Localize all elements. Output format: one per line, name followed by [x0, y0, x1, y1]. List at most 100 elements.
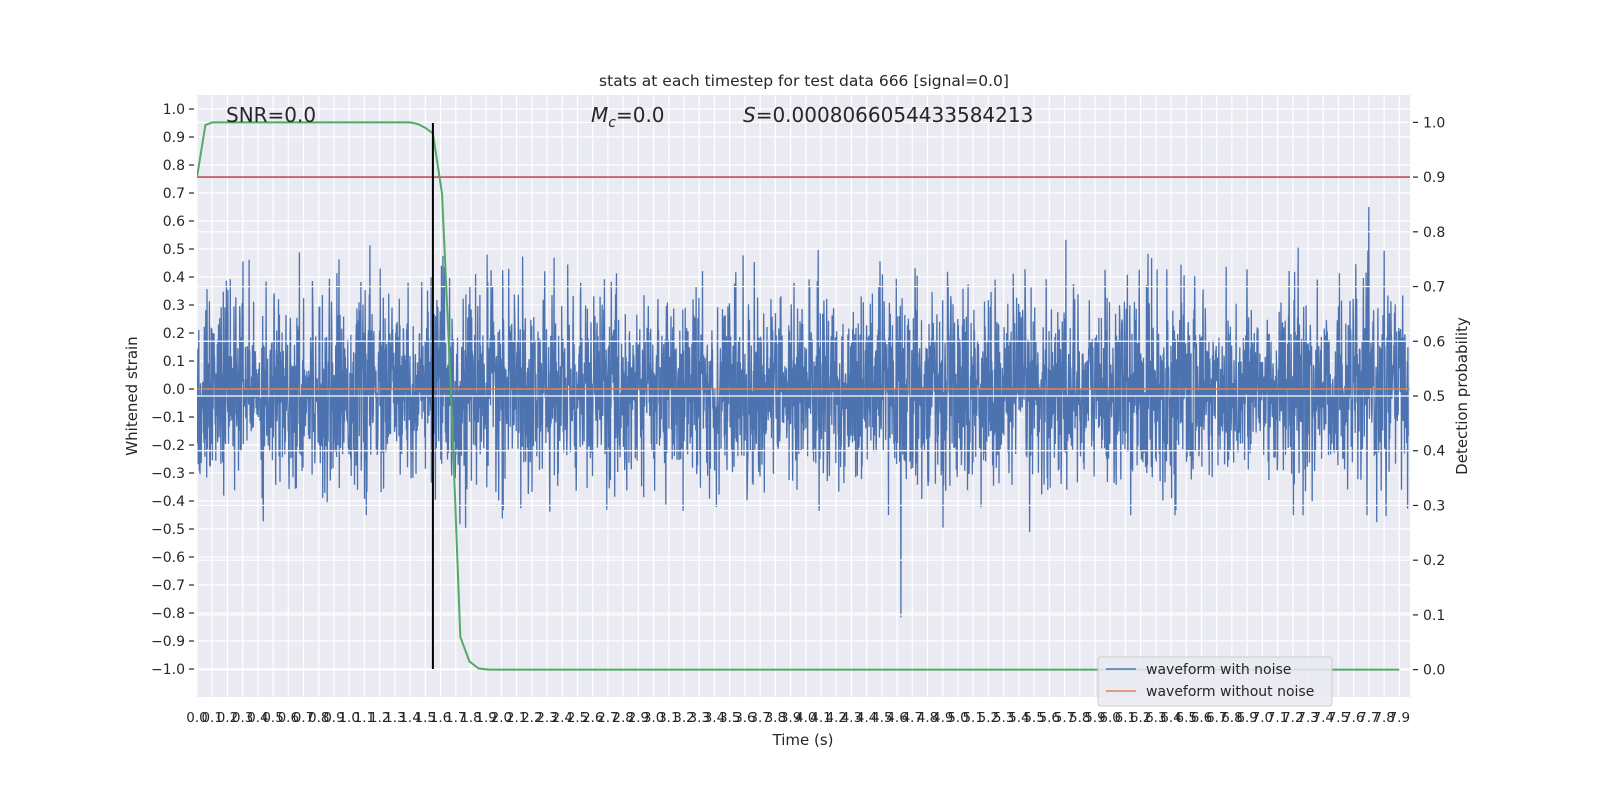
x-tick-label: 7.7	[1358, 710, 1379, 726]
y-tick-label: 0.7	[163, 186, 185, 202]
y-axis-ticks: 1.0 0.9 0.8 0.7 0.6 0.5 0.4 0.3 0.2 0.1 0.0 −0.1 −0.…	[151, 102, 194, 678]
x-tick-label: 0.5	[262, 710, 283, 726]
x-axis-ticks: 0.00.10.20.30.40.50.60.70.80.91.01.11.21…	[186, 710, 1410, 726]
y2-axis-ticks: 1.0 0.9 0.8 0.7 0.6 0.5 0.4 0.3 0.2 0.1 0.0	[1413, 115, 1445, 679]
y-tick-label: −1.0	[151, 662, 185, 678]
x-tick-label: 4.5	[871, 710, 892, 726]
y-tick-label: −0.4	[151, 494, 185, 510]
y-tick-label: −0.6	[151, 550, 185, 566]
x-tick-label: 3.1	[658, 710, 679, 726]
x-tick-label: 3.0	[643, 710, 664, 726]
x-tick-label: 6.0	[1099, 710, 1120, 726]
y-tick-label: 0.5	[163, 242, 185, 258]
x-tick-label: 6.4	[1160, 710, 1181, 726]
y2-tick-label: 0.1	[1423, 608, 1445, 624]
y-tick-label: 0.3	[163, 298, 185, 314]
x-tick-label: 7.2	[1282, 710, 1303, 726]
y2-tick-label: 0.0	[1423, 663, 1445, 679]
x-tick-label: 7.9	[1389, 710, 1410, 726]
chart-title: stats at each timestep for test data 666…	[599, 72, 1009, 90]
y2-tick-label: 0.6	[1423, 334, 1445, 350]
legend-label-clean: waveform without noise	[1146, 684, 1314, 700]
x-tick-label: 2.3	[536, 710, 557, 726]
y-tick-label: 0.1	[163, 354, 185, 370]
x-tick-label: 5.2	[978, 710, 999, 726]
x-tick-label: 5.3	[993, 710, 1014, 726]
x-tick-label: 0.6	[278, 710, 299, 726]
x-tick-label: 7.6	[1343, 710, 1364, 726]
y2-tick-label: 1.0	[1423, 115, 1445, 131]
x-tick-label: 5.0	[947, 710, 968, 726]
x-axis-label: Time (s)	[772, 731, 834, 749]
x-tick-label: 1.6	[430, 710, 451, 726]
x-tick-label: 4.8	[917, 710, 938, 726]
x-tick-label: 7.1	[1267, 710, 1288, 726]
x-tick-label: 1.7	[445, 710, 466, 726]
y2-tick-label: 0.9	[1423, 170, 1445, 186]
x-tick-label: 0.0	[186, 710, 207, 726]
y2-axis-label: Detection probability	[1453, 317, 1471, 475]
y-tick-label: −0.1	[151, 410, 185, 426]
x-tick-label: 3.7	[749, 710, 770, 726]
x-tick-label: 7.8	[1373, 710, 1394, 726]
y-tick-label: −0.2	[151, 438, 185, 454]
x-tick-label: 6.5	[1176, 710, 1197, 726]
y-axis-label: Whitened strain	[123, 336, 141, 455]
x-tick-label: 5.1	[962, 710, 983, 726]
x-tick-label: 1.0	[338, 710, 359, 726]
x-tick-label: 6.9	[1236, 710, 1257, 726]
x-tick-label: 5.4	[1008, 710, 1029, 726]
x-tick-label: 7.5	[1328, 710, 1349, 726]
x-tick-label: 4.1	[810, 710, 831, 726]
x-tick-label: 1.2	[369, 710, 390, 726]
x-tick-label: 5.7	[1054, 710, 1075, 726]
x-tick-label: 1.8	[460, 710, 481, 726]
x-tick-label: 1.1	[354, 710, 375, 726]
y-tick-label: 0.9	[163, 130, 185, 146]
x-tick-label: 4.7	[902, 710, 923, 726]
x-tick-label: 5.8	[1069, 710, 1090, 726]
x-tick-label: 6.2	[1130, 710, 1151, 726]
legend-label-noise: waveform with noise	[1146, 662, 1291, 678]
x-tick-label: 4.4	[856, 710, 877, 726]
x-tick-label: 2.8	[612, 710, 633, 726]
x-tick-label: 2.4	[552, 710, 573, 726]
x-tick-label: 4.6	[886, 710, 907, 726]
x-tick-label: 6.1	[1115, 710, 1136, 726]
x-tick-label: 4.0	[795, 710, 816, 726]
x-tick-label: 0.2	[217, 710, 238, 726]
x-tick-label: 2.6	[582, 710, 603, 726]
x-tick-label: 5.5	[1023, 710, 1044, 726]
x-tick-label: 3.8	[765, 710, 786, 726]
waveform-with-noise-line	[197, 206, 1409, 618]
chirp-mass-annotation: Mc=0.0	[591, 103, 665, 131]
y2-tick-label: 0.7	[1423, 280, 1445, 296]
x-tick-label: 6.6	[1191, 710, 1212, 726]
y-tick-label: −0.9	[151, 634, 185, 650]
legend: waveform with noise waveform without noi…	[1097, 656, 1333, 707]
y-tick-label: 0.4	[163, 270, 185, 286]
y2-tick-label: 0.5	[1423, 389, 1445, 405]
x-tick-label: 2.2	[521, 710, 542, 726]
y-tick-label: −0.3	[151, 466, 185, 482]
x-tick-label: 6.7	[1206, 710, 1227, 726]
y-tick-label: −0.5	[151, 522, 185, 538]
x-tick-label: 6.3	[1145, 710, 1166, 726]
y2-tick-label: 0.3	[1423, 498, 1445, 514]
x-tick-label: 3.9	[780, 710, 801, 726]
y2-tick-label: 0.2	[1423, 553, 1445, 569]
x-tick-label: 3.6	[734, 710, 755, 726]
x-tick-label: 4.2	[825, 710, 846, 726]
x-tick-label: 2.5	[567, 710, 588, 726]
x-tick-label: 5.6	[1039, 710, 1060, 726]
x-tick-label: 2.1	[506, 710, 527, 726]
detection-probability-line	[197, 121, 1400, 671]
x-tick-label: 7.0	[1252, 710, 1273, 726]
y2-tick-label: 0.8	[1423, 225, 1445, 241]
x-tick-label: 3.4	[704, 710, 725, 726]
snr-annotation: SNR=0.0	[226, 103, 316, 127]
y-tick-label: 0.6	[163, 214, 185, 230]
y-tick-label: 1.0	[163, 102, 185, 118]
y-tick-label: 0.0	[163, 382, 185, 398]
